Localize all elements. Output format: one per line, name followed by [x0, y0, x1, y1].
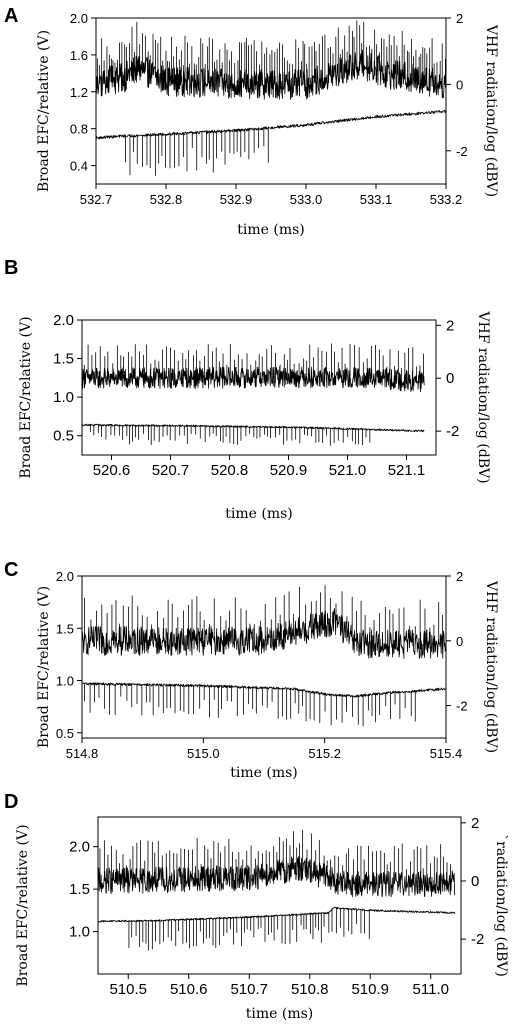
left-axis-title: Broad EFC/relative (V): [36, 30, 52, 192]
right-y-tick-label: 0: [456, 77, 463, 92]
plot-frame: [81, 319, 437, 456]
left-y-tick-label: 1.5: [69, 881, 90, 898]
left-y-tick-label: 0.8: [70, 122, 88, 137]
right-y-tick-label: 2: [471, 815, 479, 832]
right-y-tick-label: 2: [456, 569, 463, 584]
efc-waveform: [96, 109, 446, 176]
right-y-tick-label: -2: [446, 423, 459, 440]
right-y-tick-label: 0: [456, 634, 463, 649]
panel-label: A: [4, 5, 18, 27]
x-tick-label: 520.8: [211, 462, 249, 479]
right-y-tick-label: 0: [446, 370, 454, 387]
left-axis-title: Broad EFC/relative (V): [15, 824, 31, 986]
left-y-tick-label: 0.4: [70, 159, 88, 174]
x-tick-label: 520.6: [93, 462, 131, 479]
x-axis-title: time (ms): [237, 222, 305, 238]
x-tick-label: 511.0: [413, 981, 449, 998]
x-tick-label: 520.7: [152, 462, 190, 479]
x-tick-label: 515.4: [430, 746, 463, 761]
x-tick-label: 533.0: [290, 192, 323, 207]
left-y-tick-label: 1.0: [69, 924, 90, 941]
panel-label: D: [4, 791, 18, 813]
x-tick-label: 510.7: [230, 981, 268, 998]
left-y-tick-label: 1.0: [56, 674, 74, 689]
x-tick-label: 533.2: [430, 192, 463, 207]
x-tick-label: 515.0: [187, 746, 220, 761]
x-tick-label: 510.6: [170, 981, 208, 998]
left-y-tick-label: 1.5: [53, 351, 74, 368]
left-y-tick-label: 2.0: [69, 839, 90, 856]
right-axis-title: VHF radiation/log (dBV): [483, 580, 499, 753]
right-y-tick-label: -2: [456, 699, 468, 714]
x-axis-title: time (ms): [225, 506, 293, 522]
right-axis-title: `radiation/log (dBV): [493, 834, 509, 977]
vhf-radiation-trace: [98, 830, 456, 898]
vhf-radiation-trace: [82, 585, 446, 659]
left-y-tick-label: 1.0: [53, 389, 74, 406]
x-tick-label: 510.9: [351, 981, 389, 998]
left-y-tick-label: 2.0: [56, 569, 74, 584]
left-y-tick-label: 1.5: [56, 621, 74, 636]
x-axis-title: time (ms): [230, 765, 298, 781]
x-tick-label: 514.8: [66, 746, 99, 761]
efc-waveform: [82, 423, 425, 446]
x-tick-label: 532.9: [220, 192, 253, 207]
vhf-radiation-trace: [82, 343, 425, 393]
plot-frame: [97, 816, 462, 975]
left-y-tick-label: 0.5: [56, 726, 74, 741]
left-y-tick-label: 0.5: [53, 428, 74, 445]
x-tick-label: 515.2: [308, 746, 341, 761]
left-y-tick-label: 2.0: [70, 11, 88, 26]
left-axis-title: Broad EFC/relative (V): [18, 316, 34, 478]
plot-frame: [81, 575, 447, 739]
plot-frame: [95, 17, 447, 185]
left-axis-title: Broad EFC/relative (V): [36, 586, 52, 748]
left-y-tick-label: 2.0: [53, 312, 74, 329]
left-y-tick-label: 1.2: [70, 85, 88, 100]
efc-waveform: [98, 906, 456, 951]
right-y-tick-label: -2: [471, 931, 484, 948]
x-tick-label: 532.8: [150, 192, 183, 207]
x-tick-label: 533.1: [360, 192, 393, 207]
efc-waveform: [82, 682, 446, 727]
x-tick-label: 510.8: [291, 981, 329, 998]
right-axis-title: VHF radiation/log (dBV): [483, 24, 499, 197]
right-y-tick-label: 0: [471, 873, 479, 890]
x-tick-label: 521.0: [329, 462, 367, 479]
x-tick-label: 520.9: [270, 462, 308, 479]
right-y-tick-label: -2: [456, 144, 468, 159]
left-y-tick-label: 1.6: [70, 48, 88, 63]
panel-label: C: [4, 559, 18, 581]
x-tick-label: 510.5: [109, 981, 147, 998]
vhf-radiation-trace: [96, 20, 446, 100]
right-y-tick-label: 2: [456, 11, 463, 26]
right-axis-title: VHF radiation/log (dBV): [475, 310, 491, 483]
x-axis-title: time (ms): [246, 1006, 314, 1022]
panel-label: B: [4, 257, 18, 279]
x-tick-label: 532.7: [80, 192, 113, 207]
x-tick-label: 521.1: [388, 462, 426, 479]
right-y-tick-label: 2: [446, 317, 454, 334]
